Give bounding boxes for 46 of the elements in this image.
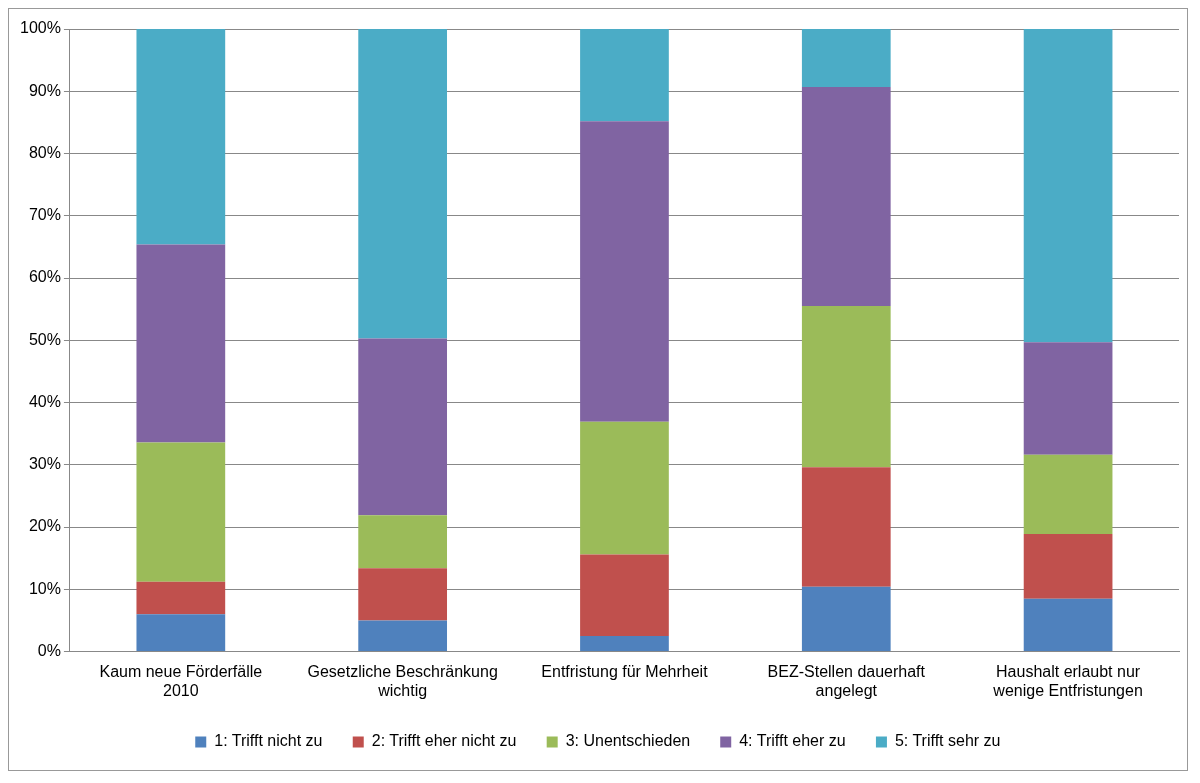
bar <box>358 515 448 569</box>
bar <box>358 338 448 516</box>
x-tick-label: Haushalt erlaubt nur wenige Entfristungen <box>992 662 1143 699</box>
x-tick-label: BEZ-Stellen dauerhaft angelegt <box>767 662 926 699</box>
bar <box>580 636 669 652</box>
x-tick-label: Gesetzliche Beschränkung wichtig <box>307 662 498 699</box>
bar <box>1023 533 1113 599</box>
bar <box>136 29 226 245</box>
bar <box>580 29 669 122</box>
legend-label: 3: Unentschieden <box>565 732 691 750</box>
y-tick-label: 60% <box>28 268 61 286</box>
legend-label: 5: Trifft sehr zu <box>894 732 1001 750</box>
bar <box>801 86 891 307</box>
y-tick-label: 50% <box>28 330 61 348</box>
y-tick-label: 90% <box>28 81 61 99</box>
bar <box>1023 598 1113 652</box>
bar <box>1023 454 1113 534</box>
legend-label: 1: Trifft nicht zu <box>214 732 323 750</box>
bar <box>580 421 669 555</box>
bar <box>801 467 891 587</box>
bar <box>136 442 226 582</box>
x-tick-label: Kaum neue Förderfälle 2010 <box>99 662 263 699</box>
y-tick-label: 80% <box>28 143 61 161</box>
x-tick-label: Entfristung für Mehrheit <box>541 662 709 680</box>
bar <box>136 581 226 615</box>
bar <box>358 29 448 339</box>
y-tick-label: 100% <box>20 19 61 37</box>
bar <box>801 306 891 468</box>
legend-label: 4: Trifft eher zu <box>739 732 846 750</box>
y-tick-label: 30% <box>28 455 61 473</box>
legend-label: 2: Trifft eher nicht zu <box>371 732 517 750</box>
y-tick-label: 70% <box>28 206 61 224</box>
y-tick-label: 20% <box>28 517 61 535</box>
bar <box>136 614 226 652</box>
bar <box>1023 29 1113 343</box>
bar <box>801 586 891 652</box>
bar <box>580 121 669 422</box>
bar <box>1023 342 1113 455</box>
y-tick-label: 10% <box>28 579 61 597</box>
bar <box>580 554 669 637</box>
y-tick-label: 40% <box>28 392 61 410</box>
bar <box>136 244 226 443</box>
y-tick-label: 0% <box>37 642 61 660</box>
bar <box>801 29 891 87</box>
bar <box>358 568 448 621</box>
bar <box>358 620 448 652</box>
